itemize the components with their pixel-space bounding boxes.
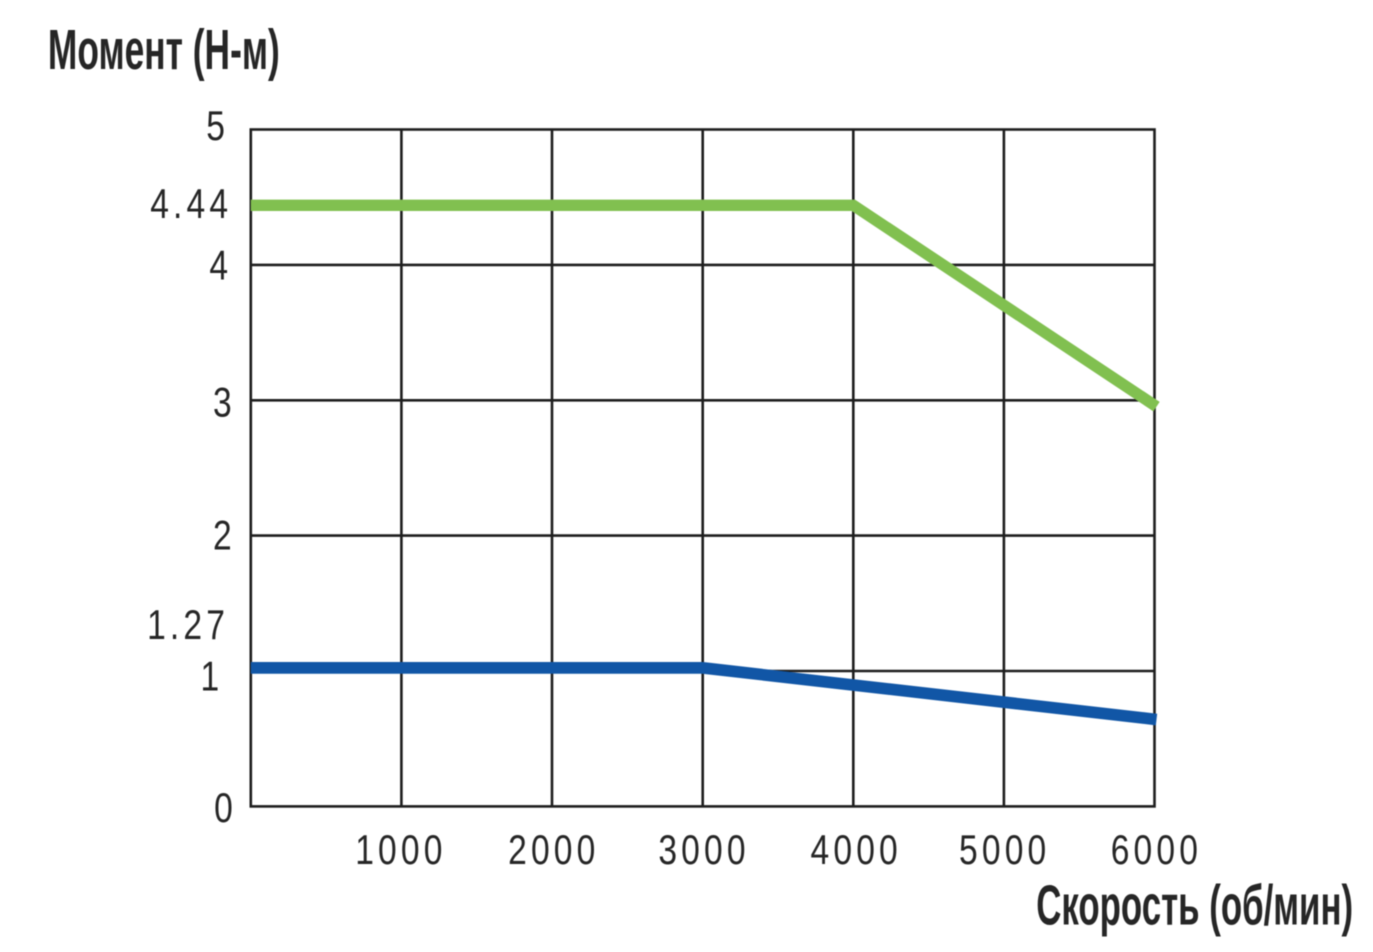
svg-text:5000: 5000 — [959, 828, 1050, 874]
svg-text:1.27: 1.27 — [147, 602, 229, 648]
svg-text:0: 0 — [214, 786, 237, 832]
svg-text:1: 1 — [201, 654, 224, 700]
svg-text:3000: 3000 — [658, 828, 749, 874]
svg-text:3: 3 — [213, 380, 236, 426]
svg-text:5: 5 — [206, 103, 229, 149]
svg-text:Скорость (об/мин): Скорость (об/мин) — [1036, 874, 1353, 937]
svg-text:2000: 2000 — [508, 828, 599, 874]
svg-text:4000: 4000 — [811, 828, 902, 874]
svg-text:2: 2 — [213, 513, 236, 559]
svg-text:1000: 1000 — [355, 828, 446, 874]
svg-text:6000: 6000 — [1111, 828, 1202, 874]
svg-text:Момент (Н-м): Момент (Н-м) — [48, 18, 280, 81]
svg-text:4.44: 4.44 — [150, 181, 232, 227]
svg-text:4: 4 — [209, 243, 232, 289]
